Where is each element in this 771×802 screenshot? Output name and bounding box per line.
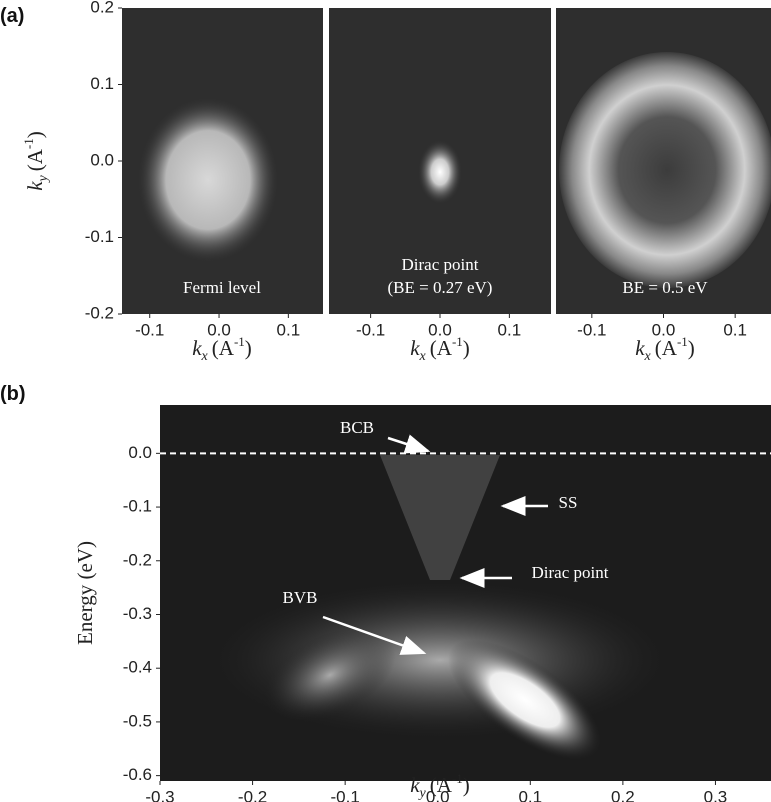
axis-close: ) [463, 336, 470, 360]
axis-unit: (A [430, 773, 453, 797]
axis-exponent: -1 [677, 334, 688, 349]
y-tick-label: -0.6 [123, 765, 152, 784]
annotation: BE = 0.5 eV [622, 278, 708, 297]
x-tick-label: -0.1 [331, 787, 360, 802]
axis-close: ) [463, 773, 470, 797]
axis-subscript: y [418, 786, 427, 801]
intensity-maps [138, 52, 771, 761]
annotation: Fermi level [183, 278, 261, 297]
annotation: SS [559, 493, 578, 512]
axis-symbol: k [410, 773, 420, 797]
x-tick-label: -0.2 [238, 787, 267, 802]
axis-close: ) [245, 336, 252, 360]
y-tick-label: 0.0 [90, 150, 114, 169]
axis-unit: (A [655, 336, 678, 360]
y-tick-label: -0.1 [85, 227, 114, 246]
axis-symbol: k [410, 336, 420, 360]
axis-unit: (A [212, 336, 235, 360]
y-tick-label: -0.2 [123, 550, 152, 569]
x-tick-label: 0.0 [652, 320, 676, 339]
x-tick-label: 0.1 [277, 320, 301, 339]
axis-symbol: k [23, 181, 47, 191]
axis-subscript: x [419, 349, 427, 364]
axis-exponent: -1 [452, 771, 463, 786]
heatmap-panel: -0.1 0.0 0.1 kx (A-1) [329, 8, 551, 364]
arrows [322, 434, 548, 655]
axis-label: kx (A-1) [410, 334, 470, 364]
axis-subscript: x [201, 349, 209, 364]
axis-unit: (A [23, 148, 47, 171]
axis-label: kx (A-1) [192, 334, 252, 364]
x-tick-label: -0.1 [356, 320, 385, 339]
axis-symbol: k [635, 336, 645, 360]
x-tick-label: -0.1 [135, 320, 164, 339]
axis-label: ky(A-1) [410, 771, 470, 801]
axis-exponent: -1 [21, 138, 36, 149]
x-tick-label: 0.2 [611, 787, 635, 802]
y-tick-label: -0.3 [123, 604, 152, 623]
x-tick-label: -0.1 [577, 320, 606, 339]
annotation: (BE = 0.27 eV) [388, 278, 493, 297]
x-tick-label: 0.0 [207, 320, 231, 339]
x-tick-label: 0.0 [428, 320, 452, 339]
y-tick-label: -0.4 [123, 658, 152, 677]
y-tick-label: 0.0 [128, 443, 152, 462]
x-tick-label: 0.1 [518, 787, 542, 802]
y-tick-label: -0.5 [123, 711, 152, 730]
x-tick-label: 0.3 [704, 787, 728, 802]
axis-label: kx (A-1) [635, 334, 695, 364]
axis-close: ) [23, 131, 47, 138]
y-tick-label: -0.2 [85, 303, 114, 322]
y-tick-label: 0.1 [90, 74, 114, 93]
axis-subscript: x [644, 349, 652, 364]
axis-symbol: k [192, 336, 202, 360]
axis-label: ky (A-1) [21, 131, 51, 191]
axis-exponent: -1 [234, 334, 245, 349]
annotation: BCB [340, 418, 374, 437]
x-tick-label: -0.3 [145, 787, 174, 802]
annotation: Dirac point [532, 563, 609, 582]
y-tick-label: -0.1 [123, 497, 152, 516]
x-tick-label: 0.0 [426, 787, 450, 802]
axis-label: Energy (eV) [73, 541, 97, 645]
annotation: Dirac point [402, 255, 479, 274]
axis-subscript: y [36, 174, 51, 183]
panel-label: (b) [0, 383, 26, 405]
axis-exponent: -1 [452, 334, 463, 349]
panel-label: (a) [0, 5, 24, 27]
annotation: BVB [283, 588, 318, 607]
x-tick-label: 0.1 [498, 320, 522, 339]
x-tick-label: 0.1 [723, 320, 747, 339]
y-tick-label: 0.2 [90, 0, 114, 16]
axis-unit: (A [430, 336, 453, 360]
axis-close: ) [688, 336, 695, 360]
